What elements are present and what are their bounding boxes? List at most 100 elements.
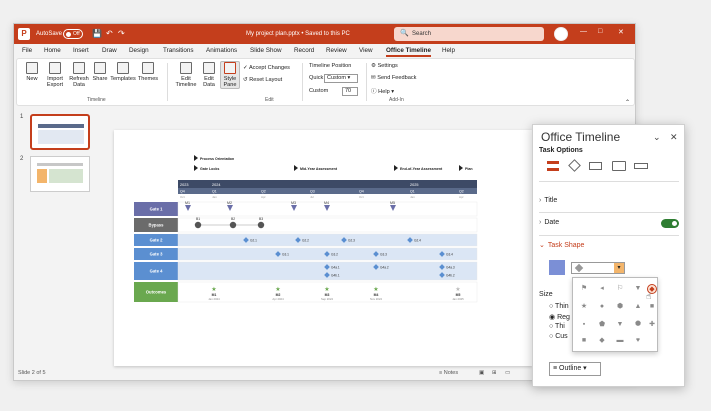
avatar[interactable] bbox=[554, 27, 568, 41]
task-shape-section[interactable]: ⌄ Task Shape bbox=[539, 241, 584, 249]
reading-view-icon[interactable]: ▭ bbox=[505, 370, 511, 376]
diamond-shape-icon[interactable]: ◆ bbox=[647, 284, 657, 294]
tab-help[interactable]: Help bbox=[442, 47, 455, 54]
bypass-label: B1 bbox=[196, 217, 200, 221]
share-button[interactable]: Share bbox=[91, 62, 109, 82]
reset-layout-button[interactable]: ↺ Reset Layout bbox=[243, 77, 282, 83]
close-icon[interactable]: ✕ bbox=[670, 132, 678, 142]
help-button[interactable]: ⓘ Help ▾ bbox=[371, 89, 395, 95]
tab-view[interactable]: View bbox=[359, 47, 373, 54]
flag-left-shape-icon[interactable]: ◂ bbox=[600, 285, 604, 292]
tab-transitions[interactable]: Transitions bbox=[163, 47, 194, 54]
diamond-icon[interactable] bbox=[568, 159, 581, 172]
new-button[interactable]: New bbox=[23, 62, 41, 82]
heart-shape-icon[interactable]: ♥ bbox=[635, 337, 641, 344]
rect-shape-icon[interactable]: ▬ bbox=[616, 337, 624, 344]
tab-animations[interactable]: Animations bbox=[206, 47, 238, 54]
size-option-thin[interactable]: ○ Thin bbox=[549, 303, 569, 310]
tab-review[interactable]: Review bbox=[326, 47, 347, 54]
gate-marker-icon bbox=[390, 205, 396, 211]
custom-position-input[interactable]: 70 bbox=[342, 87, 358, 96]
edit-data-button[interactable]: Edit Data bbox=[200, 62, 218, 88]
style-pane-button[interactable]: Style Pane bbox=[220, 61, 240, 89]
help-label: Help bbox=[378, 89, 390, 95]
square-shape-icon[interactable]: ■ bbox=[649, 303, 655, 310]
sorter-view-icon[interactable]: ⊞ bbox=[492, 370, 497, 376]
slide-thumbnail-1[interactable] bbox=[30, 114, 90, 150]
themes-button[interactable]: Themes bbox=[137, 62, 159, 82]
undo-icon[interactable]: ↶ bbox=[106, 29, 113, 38]
star-shape-icon[interactable]: ★ bbox=[580, 303, 588, 310]
octagon-shape-icon[interactable]: ⯃ bbox=[635, 321, 641, 328]
mouse-cursor-icon: ☝ bbox=[646, 291, 652, 301]
task-diamond-icon bbox=[407, 237, 413, 243]
swimlane-label: Gate 3 bbox=[150, 252, 163, 257]
refresh-data-button[interactable]: Refresh Data bbox=[68, 62, 90, 88]
chevron-down-icon[interactable]: ⌄ bbox=[653, 132, 661, 142]
quick-position-select[interactable]: Custom ▾ bbox=[324, 74, 358, 83]
hexagon-shape-icon[interactable]: ⬢ bbox=[616, 303, 624, 310]
notes-button[interactable]: ≡ Notes bbox=[439, 370, 458, 376]
connector-icon[interactable] bbox=[612, 161, 626, 171]
maximize-icon[interactable]: □ bbox=[598, 28, 603, 35]
quarter-label: Q4 bbox=[359, 190, 364, 194]
task-diamond-icon bbox=[373, 251, 379, 257]
title-section[interactable]: › Title bbox=[539, 197, 557, 204]
import-button[interactable]: Import Export bbox=[43, 62, 67, 88]
save-icon[interactable]: 💾 bbox=[92, 29, 102, 38]
shape-select[interactable]: ▾ bbox=[571, 262, 625, 274]
task-diamond-icon bbox=[275, 251, 281, 257]
tab-slide-show[interactable]: Slide Show bbox=[250, 47, 282, 54]
task-label: G2.3 bbox=[348, 239, 355, 243]
tab-draw[interactable]: Draw bbox=[102, 47, 117, 54]
send-feedback-button[interactable]: ✉ Send Feedback bbox=[371, 75, 416, 81]
autosave-toggle[interactable]: Off bbox=[63, 29, 83, 39]
slide-thumbnail-2[interactable] bbox=[30, 156, 90, 192]
duration-icon[interactable] bbox=[634, 163, 648, 169]
rounded-square-shape-icon[interactable]: ■ bbox=[581, 337, 587, 344]
flag-shape-icon[interactable]: ⚑ bbox=[580, 285, 588, 292]
swimlane-label-box bbox=[134, 202, 178, 216]
collapse-ribbon-icon[interactable]: ⌃ bbox=[625, 100, 631, 106]
flag-alt-shape-icon[interactable]: ⚐ bbox=[616, 285, 624, 292]
slide-canvas[interactable]: Process Orientation Gate Locks Mid-Year As… bbox=[114, 130, 532, 366]
task-label: G4b.1 bbox=[331, 274, 340, 278]
thumb-body bbox=[37, 169, 47, 183]
tab-insert[interactable]: Insert bbox=[73, 47, 89, 54]
minimize-icon[interactable]: — bbox=[580, 28, 587, 35]
tab-office-timeline[interactable]: Office Timeline bbox=[386, 47, 432, 57]
tab-design[interactable]: Design bbox=[129, 47, 149, 54]
task-bar-icon[interactable] bbox=[547, 161, 559, 171]
tab-file[interactable]: File bbox=[22, 47, 33, 54]
size-option-thick[interactable]: ○ Thi bbox=[549, 323, 565, 330]
shield-shape-icon[interactable]: ▼ bbox=[616, 321, 624, 328]
settings-button[interactable]: ⚙ Settings bbox=[371, 63, 398, 69]
pentagon-shape-icon[interactable]: ⬟ bbox=[598, 321, 606, 328]
circle-shape-icon[interactable]: ● bbox=[599, 303, 605, 310]
outline-select[interactable]: ≡ Outline ▾ bbox=[549, 362, 601, 376]
cross-shape-icon[interactable]: ✚ bbox=[649, 321, 655, 328]
accept-changes-button[interactable]: ✓ Accept Changes bbox=[243, 65, 290, 71]
tab-record[interactable]: Record bbox=[294, 47, 315, 54]
templates-button[interactable]: Templates bbox=[110, 62, 136, 82]
task-box-icon[interactable] bbox=[589, 162, 602, 170]
shape-color-swatch[interactable] bbox=[549, 260, 565, 275]
quick-value: Custom bbox=[327, 75, 346, 81]
triangle-down-shape-icon[interactable]: ▼ bbox=[634, 285, 642, 292]
swimlane-row bbox=[177, 217, 478, 233]
close-icon[interactable]: ✕ bbox=[618, 29, 624, 36]
date-toggle[interactable] bbox=[661, 219, 679, 228]
search-input[interactable]: 🔍 Search bbox=[394, 27, 544, 41]
date-section[interactable]: › Date bbox=[539, 219, 559, 226]
rhombus-shape-icon[interactable]: ◆ bbox=[599, 337, 605, 344]
edit-timeline-label-2: Timeline bbox=[175, 82, 197, 88]
normal-view-icon[interactable]: ▣ bbox=[479, 370, 485, 376]
triangle-shape-icon[interactable]: ▲ bbox=[634, 303, 642, 310]
size-option-regular-label: Reg bbox=[557, 314, 570, 321]
square-small-shape-icon[interactable]: ▪ bbox=[582, 321, 586, 328]
tab-home[interactable]: Home bbox=[44, 47, 61, 54]
edit-timeline-button[interactable]: Edit Timeline bbox=[175, 62, 197, 88]
redo-icon[interactable]: ↷ bbox=[118, 29, 125, 38]
size-option-custom[interactable]: ○ Cus bbox=[549, 333, 568, 340]
size-option-regular[interactable]: ◉ Reg bbox=[549, 314, 570, 321]
